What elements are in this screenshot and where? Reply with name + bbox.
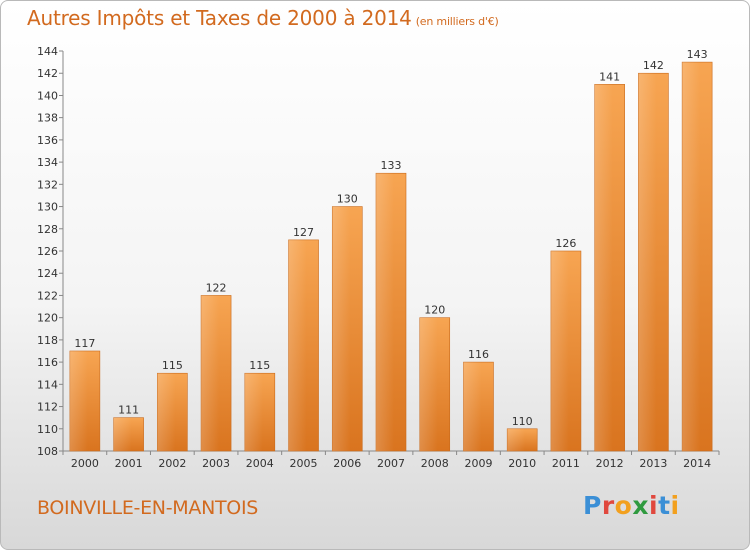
y-tick-label: 114 xyxy=(37,378,58,391)
bar-value-label: 142 xyxy=(643,59,664,72)
bar-highlight xyxy=(638,73,669,451)
x-tick-label: 2004 xyxy=(246,457,274,470)
bar-value-label: 117 xyxy=(74,337,95,350)
y-tick-label: 140 xyxy=(37,89,58,102)
logo-letter: o xyxy=(614,491,633,520)
y-tick-label: 144 xyxy=(37,45,58,58)
x-tick-label: 2006 xyxy=(333,457,361,470)
bar-highlight xyxy=(419,317,450,451)
y-tick-label: 118 xyxy=(37,334,58,347)
x-tick-label: 2011 xyxy=(552,457,580,470)
chart-subtitle: (en milliers d'€) xyxy=(415,15,499,28)
bar-value-label: 115 xyxy=(249,359,270,372)
x-tick-label: 2002 xyxy=(158,457,186,470)
bar-highlight xyxy=(376,173,406,451)
bars-group: 117 111 115 122 115 127 130 133 120 116 110 126 141 1… xyxy=(69,48,713,452)
bar-value-label: 120 xyxy=(424,304,445,317)
bar-highlight xyxy=(113,417,144,451)
x-tick-label: 2000 xyxy=(71,457,99,470)
x-tick-label: 2001 xyxy=(115,457,143,470)
bar-highlight xyxy=(594,84,625,451)
bar-value-label: 115 xyxy=(162,359,183,372)
x-tick-label: 2013 xyxy=(639,457,667,470)
x-tick-label: 2009 xyxy=(464,457,492,470)
bar-value-label: 126 xyxy=(555,237,576,250)
bar-highlight xyxy=(157,373,188,451)
logo-letter: i xyxy=(649,491,659,520)
bar-value-label: 133 xyxy=(381,159,402,172)
place-name: BOINVILLE-EN-MANTOIS xyxy=(37,497,259,519)
y-tick-label: 128 xyxy=(37,223,58,236)
chart-title: Autres Impôts et Taxes de 2000 à 2014 (en… xyxy=(27,6,499,30)
bar-value-label: 111 xyxy=(118,404,139,417)
bar-highlight xyxy=(507,428,538,451)
bar-value-label: 143 xyxy=(687,48,708,61)
x-tick-label: 2008 xyxy=(421,457,449,470)
y-tick-label: 130 xyxy=(37,201,58,214)
bar-highlight xyxy=(463,362,494,451)
bar-highlight xyxy=(332,206,363,451)
y-tick-label: 142 xyxy=(37,67,58,80)
bar-highlight xyxy=(201,295,232,451)
y-tick-label: 122 xyxy=(37,289,58,302)
bar-value-label: 127 xyxy=(293,226,314,239)
x-tick-label: 2003 xyxy=(202,457,230,470)
x-tick-label: 2014 xyxy=(683,457,711,470)
bar-highlight xyxy=(244,373,275,451)
bar-value-label: 130 xyxy=(337,193,358,206)
logo-letter: i xyxy=(670,491,680,520)
y-tick-label: 134 xyxy=(37,156,58,169)
y-tick-label: 112 xyxy=(37,401,58,414)
bar-value-label: 122 xyxy=(206,281,227,294)
y-tick-label: 126 xyxy=(37,245,58,258)
logo-letter: t xyxy=(658,491,671,520)
y-tick-label: 138 xyxy=(37,112,58,125)
x-tick-label: 2010 xyxy=(508,457,536,470)
chart-title-text: Autres Impôts et Taxes de 2000 à 2014 xyxy=(27,6,412,30)
y-tick-label: 124 xyxy=(37,267,58,280)
logo-letter: r xyxy=(601,491,615,520)
bar-value-label: 141 xyxy=(599,70,620,83)
y-tick-label: 132 xyxy=(37,178,58,191)
axes: 108 110 112 114 116 118 120 122 124 126 128 130 132 1… xyxy=(37,45,720,470)
bar-highlight xyxy=(288,239,319,451)
y-tick-label: 120 xyxy=(37,312,58,325)
bar-highlight xyxy=(682,62,713,451)
x-tick-label: 2005 xyxy=(290,457,318,470)
proxiti-logo: Proxiti xyxy=(583,491,680,520)
logo-letter: P xyxy=(583,491,602,520)
y-tick-label: 116 xyxy=(37,356,58,369)
x-tick-label: 2007 xyxy=(377,457,405,470)
bar-value-label: 110 xyxy=(512,415,533,428)
y-tick-label: 108 xyxy=(37,445,58,458)
bar-highlight xyxy=(550,251,581,451)
x-tick-label: 2012 xyxy=(596,457,624,470)
y-tick-label: 110 xyxy=(37,423,58,436)
bar-value-label: 116 xyxy=(468,348,489,361)
y-tick-label: 136 xyxy=(37,134,58,147)
logo-letter: x xyxy=(632,491,649,520)
bar-highlight xyxy=(69,351,100,451)
